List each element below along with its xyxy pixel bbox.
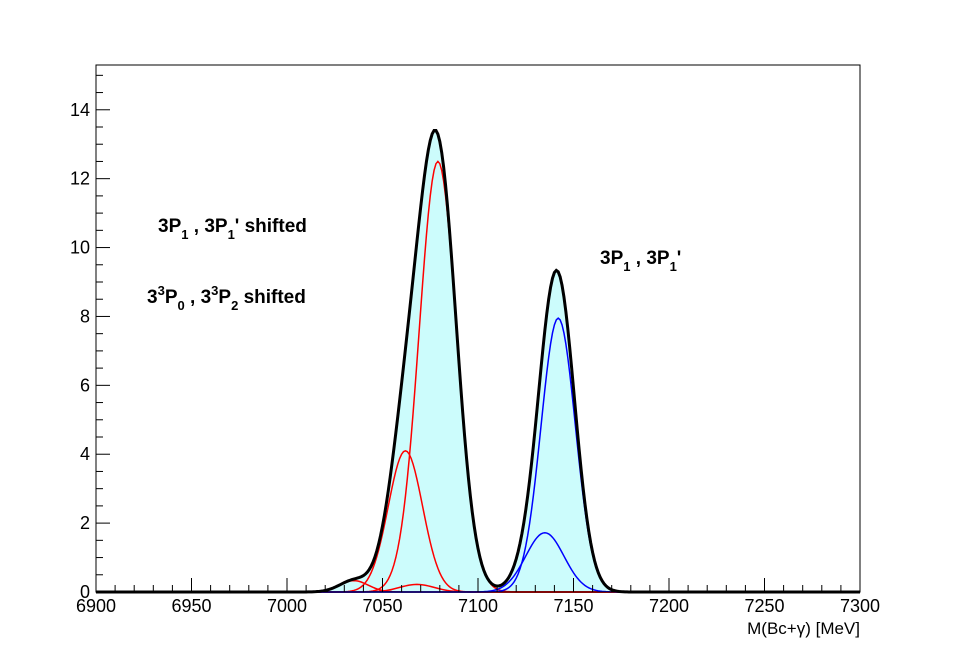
x-tick-label: 6950: [171, 596, 211, 616]
y-tick-label: 12: [70, 169, 90, 189]
x-tick-label: 7050: [362, 596, 402, 616]
annotation-part: , 3P: [188, 216, 227, 237]
annotation-part: shifted: [238, 287, 306, 308]
annotation-part: P: [218, 287, 231, 308]
y-tick-label: 0: [80, 582, 90, 602]
x-tick-label: 7300: [840, 596, 880, 616]
x-tick-label: 7200: [649, 596, 689, 616]
annotation-part: P: [165, 287, 178, 308]
x-tick-label: 7150: [553, 596, 593, 616]
frame-layer: [95, 64, 861, 593]
x-tick-label: 7000: [267, 596, 307, 616]
y-tick-label: 8: [80, 306, 90, 326]
annotation-part: , 3P: [630, 248, 669, 269]
annotation-left2: 33P0 , 33P2 shifted: [147, 283, 306, 313]
annotation-part: 1: [181, 227, 188, 242]
annotation-part: 1: [670, 259, 677, 274]
annotation-part: , 3: [185, 287, 211, 308]
x-tick-label: 6900: [76, 596, 116, 616]
annotation-part: 2: [231, 298, 238, 313]
y-tick-label: 6: [80, 375, 90, 395]
annotation-part: ': [677, 248, 682, 269]
annotation-part: 3P: [600, 248, 624, 269]
annotation-part: 3: [147, 287, 158, 308]
annotation-part: ' shifted: [235, 216, 307, 237]
y-tick-label: 10: [70, 238, 90, 258]
x-axis-title: M(Bc+γ) [MeV]: [747, 619, 860, 638]
annotation-right1: 3P1 , 3P1': [600, 248, 681, 274]
annotation-part: 3P: [158, 216, 182, 237]
x-tick-label: 7100: [458, 596, 498, 616]
text-layer: 6900 6950 7000 7050 7100 7150 7200 7250 7300 0 2 4 6…: [70, 100, 880, 638]
annotation-left1: 3P1 , 3P1' shifted: [158, 216, 307, 242]
annotation-part: 3: [211, 283, 218, 298]
annotation-part: 0: [178, 298, 185, 313]
y-tick-label: 4: [80, 444, 90, 464]
annotation-part: 1: [623, 259, 630, 274]
y-tick-label: 14: [70, 100, 90, 120]
x-tick-label: 7250: [744, 596, 784, 616]
annotation-part: 3: [158, 283, 165, 298]
y-tick-label: 2: [80, 513, 90, 533]
annotation-part: 1: [228, 227, 235, 242]
